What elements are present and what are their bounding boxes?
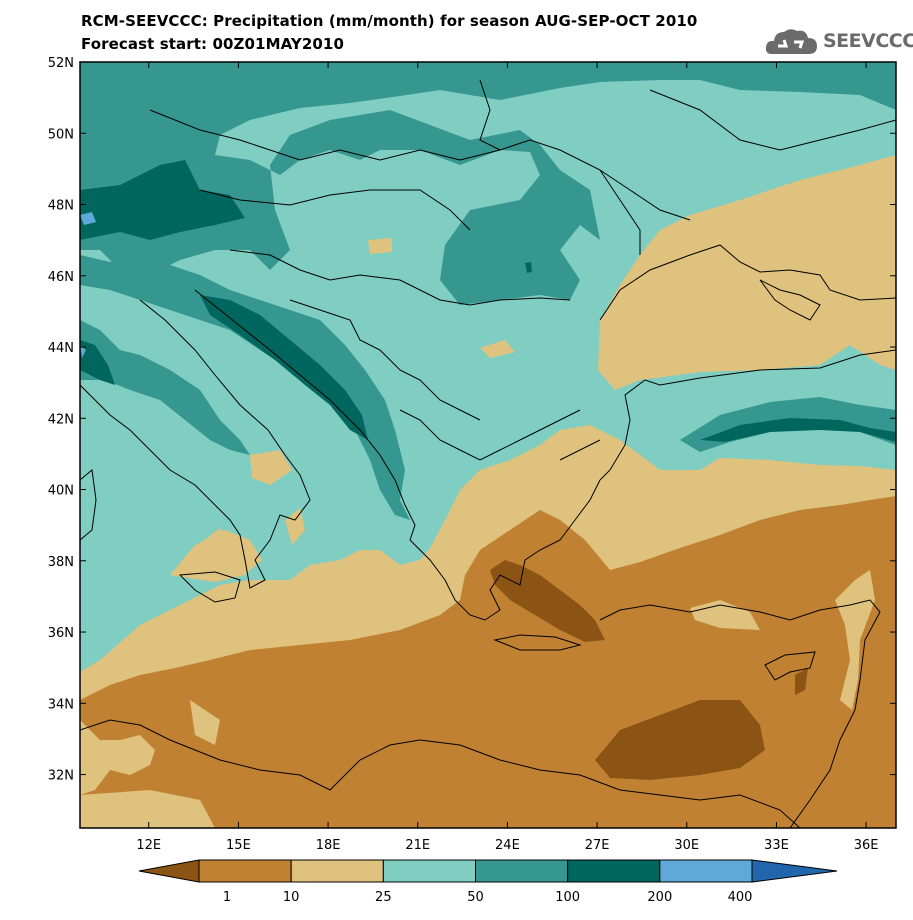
precip-band-below-1: [795, 668, 808, 695]
precip-band-200-400: [80, 345, 86, 358]
sicily-coast: [178, 571, 241, 603]
lat-tick-label: 42N: [48, 412, 74, 427]
lon-tick-label: 21E: [405, 838, 430, 853]
lon-tick-label: 18E: [316, 838, 341, 853]
precip-band-100-200: [80, 160, 245, 240]
black-sea-north-coast: [599, 244, 896, 321]
lat-tick-label: 32N: [48, 769, 74, 784]
colorbar-segment: [659, 859, 753, 883]
precip-patch-10-25: [80, 790, 215, 828]
seevccc-logo: SEEVCCC: [764, 24, 913, 58]
precip-band-below-1: [595, 700, 765, 780]
colorbar-label: 200: [647, 890, 672, 905]
map-frame: [79, 61, 897, 829]
colorbar-label: 400: [728, 890, 753, 905]
border-line: [599, 169, 641, 255]
precip-band-100-200: [700, 418, 896, 442]
africa-coast: [80, 719, 801, 828]
italy-coast: [80, 299, 311, 589]
colorbar-label: 100: [555, 890, 580, 905]
colorbar-segment: [475, 859, 569, 883]
latitude-axis: 52N 50N 48N 46N 44N 42N 40N 38N 36N 34N 32N: [48, 56, 896, 784]
colorbar-high-extend: [751, 859, 838, 883]
precip-band-50-100: [80, 62, 896, 305]
precip-band-100-200: [80, 340, 115, 385]
longitude-axis: 12E 15E 18E 21E 24E 27E 30E 33E 36E: [136, 62, 878, 853]
lat-tick-label: 40N: [48, 484, 74, 499]
precip-patch-10-25: [285, 508, 305, 545]
lat-tick-label: 46N: [48, 270, 74, 285]
precip-band-100-200: [200, 295, 368, 440]
sardinia-corsica-coast: [80, 469, 97, 541]
precip-patch-10-25: [170, 530, 262, 582]
precip-band-100-200: [525, 262, 532, 273]
turkey-west-coast: [599, 349, 896, 481]
colorbar-low-extend: [138, 859, 200, 883]
levant-coast: [789, 679, 861, 828]
coastlines-borders: [80, 79, 896, 828]
precip-patch-10-25: [204, 528, 230, 555]
lat-tick-label: 44N: [48, 341, 74, 356]
logo-text: SEEVCCC: [823, 30, 913, 52]
precip-patch-10-25: [80, 720, 155, 795]
lon-tick-label: 27E: [585, 838, 610, 853]
lon-tick-label: 24E: [495, 838, 520, 853]
precip-patch-10-25: [190, 700, 220, 745]
lon-tick-label: 33E: [764, 838, 789, 853]
border-line: [399, 409, 581, 461]
colorbar-segment: [290, 859, 384, 883]
precip-patch-10-25: [835, 570, 875, 710]
colorbar-segment: [382, 859, 477, 883]
lat-tick-label: 36N: [48, 626, 74, 641]
colorbar-label: 50: [467, 890, 484, 905]
chart-subtitle: Forecast start: 00Z01MAY2010: [81, 35, 344, 53]
lat-tick-label: 52N: [48, 56, 74, 71]
colorbar: 1 10 25 50 100 200 400: [138, 859, 838, 905]
cloud-logo-icon: [765, 29, 817, 54]
lat-tick-label: 48N: [48, 199, 74, 214]
precip-band-25-50: [80, 62, 896, 672]
lon-tick-label: 12E: [136, 838, 161, 853]
border-line: [149, 109, 501, 161]
precip-band-200-400: [80, 212, 96, 225]
lon-tick-label: 36E: [854, 838, 879, 853]
crete-coast: [493, 634, 582, 651]
precip-patch-10-25: [250, 450, 292, 485]
precip-band-below-1: [490, 560, 605, 642]
precip-patch-10-25: [480, 340, 515, 358]
border-line: [229, 249, 571, 306]
crimea-coast: [759, 279, 821, 321]
border-line: [199, 189, 471, 231]
lon-tick-label: 30E: [674, 838, 699, 853]
chart-title: RCM-SEEVCCC: Precipitation (mm/month) fo…: [81, 12, 698, 30]
border-line: [649, 89, 896, 151]
lat-tick-label: 34N: [48, 697, 74, 712]
precip-band-50-100: [80, 320, 250, 455]
colorbar-segment: [198, 859, 292, 883]
colorbar-label: 1: [223, 890, 231, 905]
precip-field: [80, 62, 896, 828]
lon-tick-label: 15E: [226, 838, 251, 853]
precip-patch-10-25: [368, 238, 392, 254]
colorbar-label: 10: [283, 890, 300, 905]
greece-coast: [409, 479, 601, 621]
border-line: [479, 79, 691, 221]
adriatic-east-coast: [194, 289, 416, 541]
lat-tick-label: 50N: [48, 127, 74, 142]
border-line: [289, 299, 481, 421]
turkey-south-coast: [599, 599, 881, 681]
lat-tick-label: 38N: [48, 555, 74, 570]
colorbar-label: 25: [375, 890, 392, 905]
colorbar-segment: [567, 859, 661, 883]
border-line: [559, 439, 601, 461]
cyprus-coast: [764, 651, 816, 681]
